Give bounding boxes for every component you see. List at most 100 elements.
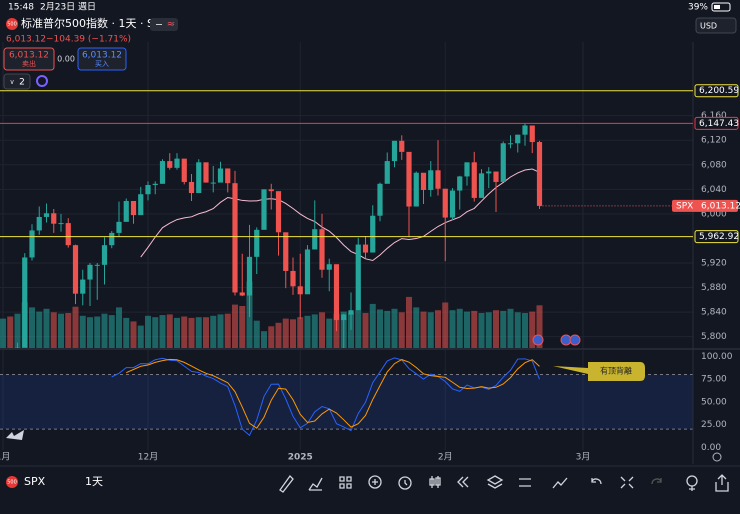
volume-bar [50, 312, 57, 348]
volume-bar [217, 314, 224, 348]
candle-body [225, 168, 231, 184]
candle-body [58, 223, 64, 225]
volume-bar [391, 308, 398, 348]
price-line-label-box [694, 116, 739, 130]
y-tick-label: 5,920 [701, 258, 727, 268]
candle-body [159, 161, 166, 184]
candle-body [87, 264, 93, 280]
symbol-title[interactable]: 标准普尔500指数 · 1天 · SP [21, 16, 161, 30]
layers[interactable] [486, 475, 504, 489]
candle-body [29, 230, 35, 258]
chart-type[interactable] [308, 477, 323, 491]
add[interactable] [368, 475, 382, 489]
candles[interactable] [429, 476, 441, 488]
volume-bar [101, 313, 108, 348]
candle-body [43, 213, 50, 217]
candle-body [377, 183, 383, 216]
volume-bar [29, 307, 35, 348]
sell-button[interactable] [3, 47, 55, 71]
indicator-icon[interactable] [36, 75, 48, 87]
volume-bar [108, 315, 115, 348]
event-flag [569, 334, 581, 346]
buy-label: 买入 [95, 60, 109, 68]
candle-body [181, 158, 187, 182]
x-tick-label: 1月 [0, 452, 10, 463]
candle-body [196, 162, 202, 194]
candle-body [152, 183, 158, 186]
currency: USD [700, 22, 717, 31]
osc-tick-label: 25.00 [701, 420, 727, 430]
price-line-label-box [694, 230, 739, 244]
chart-settings[interactable] [712, 452, 722, 462]
layout[interactable] [339, 476, 352, 489]
volume-bar [261, 331, 267, 348]
volume-bar [79, 315, 86, 348]
replay[interactable] [457, 476, 469, 488]
y-tick-label: 6,080 [701, 160, 727, 170]
candle-body [22, 257, 28, 348]
candle-body [486, 171, 492, 174]
candle-body [174, 158, 180, 168]
volume-bar [130, 321, 137, 348]
volume-bar [529, 311, 536, 348]
battery-text: 39% [688, 3, 708, 13]
volume-bar [369, 303, 376, 348]
currency-box[interactable] [695, 17, 737, 34]
annotation-callout [553, 362, 645, 381]
volume-bar [442, 302, 449, 348]
footer-interval[interactable]: 1天 [85, 475, 103, 488]
volume-bar [145, 315, 151, 348]
alert[interactable] [398, 476, 412, 490]
candle-body [14, 347, 21, 348]
y-tick-label: 6,120 [701, 136, 727, 146]
undo[interactable] [591, 478, 602, 485]
candle-body [464, 162, 470, 177]
y-tick-label: 5,800 [701, 332, 727, 342]
volume-bar [536, 305, 543, 348]
spread: 0.00 [57, 55, 75, 64]
volume-bar [58, 313, 64, 348]
price-line-label: 6,200.59 [699, 86, 739, 96]
y-tick-label: 5,880 [701, 283, 727, 293]
redo[interactable] [651, 478, 662, 485]
fullscreen[interactable] [620, 476, 634, 489]
candle-body [297, 286, 303, 295]
volume-bar [348, 313, 354, 348]
buy-button[interactable] [77, 47, 127, 71]
price-pane [0, 42, 693, 348]
candle-body [348, 310, 354, 315]
candle-body [319, 229, 325, 270]
candle-body [72, 245, 79, 294]
candle-body [384, 161, 390, 184]
battery-level [714, 5, 720, 9]
tv-watermark [6, 430, 24, 440]
moving-average [140, 168, 540, 262]
candle-body [507, 143, 514, 145]
candle-body [435, 170, 441, 189]
toolbar [279, 474, 729, 493]
draw-tool[interactable] [279, 474, 294, 493]
candle-body [515, 134, 521, 144]
settings[interactable] [519, 478, 531, 487]
volume-bar [239, 306, 246, 348]
indicator-count-box[interactable] [3, 73, 31, 90]
volume-bar [65, 313, 72, 348]
candle-body [362, 244, 369, 253]
volume-bar [500, 310, 507, 348]
volume-bar [87, 317, 93, 348]
volume-bar [514, 312, 521, 348]
volume-bar [275, 322, 282, 348]
status-date: 2月23日 週日 [40, 2, 96, 13]
footer-symbol[interactable]: SPX [24, 475, 46, 488]
x-tick-label: 3月 [576, 452, 591, 463]
candle-body [101, 245, 108, 265]
trend[interactable] [552, 477, 568, 489]
indicator-toggle[interactable] [150, 18, 178, 31]
volume-bar [224, 313, 231, 348]
share[interactable] [715, 474, 729, 492]
volume-bar [377, 309, 383, 348]
volume-bar [507, 308, 514, 348]
candle-body [471, 162, 477, 198]
volume-bar [464, 311, 470, 348]
